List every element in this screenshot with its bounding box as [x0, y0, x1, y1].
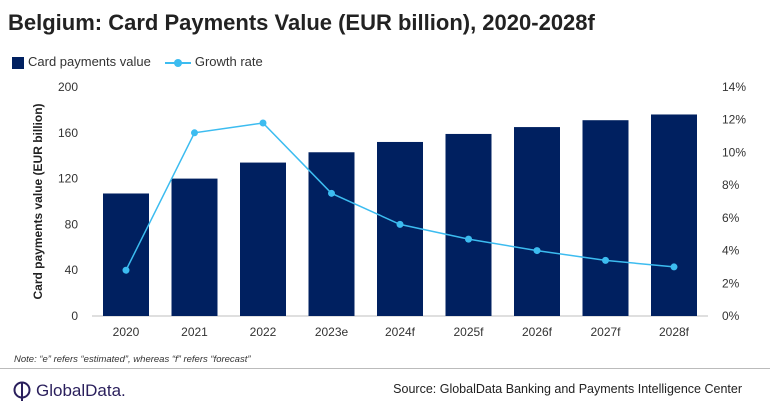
logo-icon [13, 381, 31, 401]
growth-rate-point [533, 247, 541, 255]
x-tick-label: 2023e [315, 325, 349, 339]
chart: 0 40 80 120 160 200 0% 2% 4% 6% 8% 10% 12% 14% Card pa… [31, 80, 746, 339]
y-tick-label: 0 [71, 309, 78, 323]
bar [377, 141, 423, 316]
x-tick-label: 2021 [181, 325, 208, 339]
y-axis-label: Card payments value (EUR billion) [31, 103, 45, 299]
y2-tick-label: 8% [722, 178, 740, 192]
x-tick-label: 2027f [590, 325, 621, 339]
growth-rate-point [259, 119, 267, 127]
bar [103, 193, 149, 316]
y2-tick-label: 12% [722, 113, 746, 127]
divider [0, 368, 770, 369]
bar [171, 178, 218, 316]
y2-tick-label: 4% [722, 244, 740, 258]
y2-tick-label: 10% [722, 145, 746, 159]
x-tick-label: 2026f [522, 325, 553, 339]
x-tick-label: 2020 [113, 325, 140, 339]
bar [514, 127, 560, 316]
bar [582, 120, 629, 316]
y-tick-label: 80 [65, 217, 79, 231]
source: Source: GlobalData Banking and Payments … [393, 382, 742, 396]
growth-rate-point [122, 266, 130, 274]
x-tick-label: 2022 [250, 325, 277, 339]
growth-rate-point [191, 129, 198, 137]
globaldata-logo: GlobalData. [12, 380, 126, 402]
growth-rate-point [465, 235, 472, 243]
y2-tick-label: 2% [722, 276, 740, 290]
footnote: Note: “e” refers “estimated”, whereas “f… [14, 354, 251, 365]
x-tick-label: 2028f [659, 325, 690, 339]
x-tick-label: 2024f [385, 325, 416, 339]
chart-title: Belgium: Card Payments Value (EUR billio… [8, 10, 595, 35]
y-tick-label: 200 [58, 80, 78, 94]
bar [651, 114, 697, 316]
y2-tick-label: 6% [722, 211, 740, 225]
legend-item-line: Growth rate [164, 54, 263, 69]
legend-item-bar: Card payments value [12, 54, 151, 69]
y2-tick-label: 0% [722, 309, 740, 323]
bar [240, 162, 286, 316]
bar-swatch-icon [12, 56, 24, 69]
growth-rate-point [396, 220, 404, 228]
growth-rate-point [602, 256, 609, 264]
line-swatch-icon [164, 58, 191, 68]
bar [308, 152, 355, 316]
x-tick-label: 2025f [453, 325, 484, 339]
legend: Card payments value Growth rate [12, 54, 263, 69]
y-tick-label: 40 [65, 263, 79, 277]
growth-rate-point [328, 189, 335, 197]
y-tick-label: 160 [58, 126, 78, 140]
y-tick-label: 120 [58, 172, 78, 186]
bar [445, 133, 492, 316]
y2-tick-label: 14% [722, 80, 746, 94]
growth-rate-point [670, 263, 678, 271]
